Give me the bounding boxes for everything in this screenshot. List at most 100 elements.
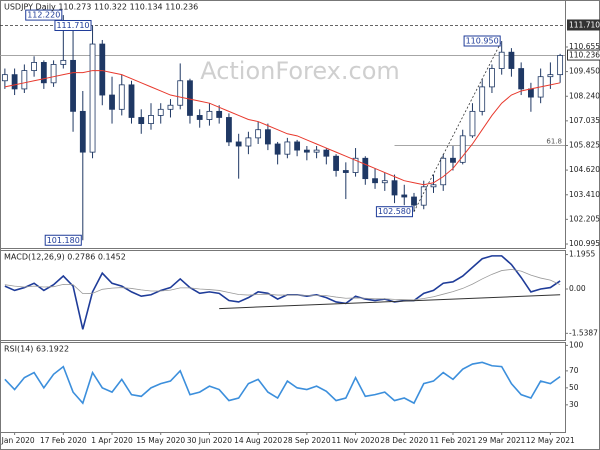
x-tick-label: 11 Nov 2020 [332,436,380,445]
level-label: 61.8 [546,138,562,146]
label-box [25,9,63,21]
label-box [44,234,82,246]
x-tick-label: 15 May 2020 [136,436,185,445]
x-tick-label: 28 Dec 2020 [380,436,428,445]
series-line [4,255,561,330]
candle-body [196,115,203,120]
y-tick-label: 100 [569,340,584,349]
candle-body [508,51,515,69]
x-tick-label: 30 Jun 2020 [187,436,232,445]
candle-body [294,141,301,151]
candle-body [557,55,564,76]
candle-body [459,135,466,163]
y-tick-label: 102.205 [569,214,600,223]
candle-body [79,110,86,153]
candle-body [60,59,67,65]
candle-body [391,180,398,196]
trend-line [219,294,561,310]
y-tick-label: 1.1955 [569,250,595,259]
panel-title: RSI(14) 63.1922 [4,345,69,354]
candle-body [352,157,359,173]
candle-body [138,117,145,124]
candle-body [518,68,525,90]
candle-body [255,129,262,139]
y-tick-label: 109.450 [569,67,600,76]
candle-body [21,70,28,90]
candle-body [274,143,281,155]
candle-body [333,155,339,171]
price-annotation: 110.950 [466,36,499,45]
candle-body [109,94,115,110]
candle-body [99,43,106,96]
candle-body [430,184,437,188]
moving-average [4,70,561,186]
x-tick-label: 14 Aug 2020 [234,436,282,445]
label-box [463,35,501,47]
candle-body [420,186,427,206]
candle-body [528,88,534,98]
panel-frame [0,250,566,341]
label-box [567,19,600,31]
candle-body [235,141,242,147]
label-box [567,49,600,61]
price-annotation: 101.180 [47,236,80,245]
y-tick-label: 103.410 [569,190,600,199]
price-annotation: 111.710 [56,21,89,30]
candle-body [167,104,174,110]
x-tick-label: 17 Feb 2020 [40,436,87,445]
watermark: ActionForex.com [200,57,400,85]
y-tick-label: 70 [569,366,579,375]
candle-body [128,84,135,118]
series-line [4,361,561,405]
y-tick-label: -1.5387 [569,328,598,337]
y-tick-label: 105.825 [569,141,600,150]
series-line [4,269,561,301]
candle-body [450,157,456,163]
candle-body [372,178,378,184]
candle-body [547,74,554,78]
candle-body [226,117,232,143]
candle-body [1,74,8,82]
price-tag: 110.236 [569,51,600,60]
y-tick-label: 0.00 [569,284,586,293]
candle-body [70,59,76,112]
candle-body [401,194,408,198]
candle-body [177,80,184,106]
candle-body [469,110,476,137]
y-tick-label: 110.655 [569,42,600,51]
candle-body [313,149,320,153]
y-tick-label: 100.995 [569,239,600,248]
panel-title: USDJPY Daily 110.273 110.322 110.134 110… [4,3,198,12]
panel-title: MACD(12,26,9) 0.2786 0.1452 [4,253,126,262]
y-tick-label: 30 [569,400,579,409]
candle-body [498,51,505,69]
candle-body [206,110,213,120]
candle-body [157,108,164,116]
candle-body [187,80,193,116]
y-tick-label: 104.620 [569,165,600,174]
candle-body [89,43,96,153]
price-annotation: 112.220 [27,11,60,20]
x-tick-label: 2 Jan 2020 [0,436,35,445]
x-tick-label: 28 Sep 2020 [283,436,331,445]
y-tick-label: 107.035 [569,116,600,125]
candle-body [11,74,18,90]
label-box [54,19,92,31]
candle-body [31,62,37,71]
label-box [375,206,414,218]
candle-body [284,141,291,155]
candle-body [342,170,349,173]
candle-body [50,64,57,84]
y-tick-label: 108.240 [569,91,600,100]
candle-body [479,86,486,112]
x-tick-label: 1 Apr 2020 [91,436,133,445]
x-tick-label: 12 May 2021 [526,436,575,445]
price-tag: 111.710 [569,20,600,29]
candle-body [303,149,310,153]
candle-body [216,110,223,118]
x-tick-label: 29 Mar 2021 [478,436,526,445]
candle-body [264,129,271,145]
candle-body [323,149,330,157]
candle-body [40,62,47,84]
